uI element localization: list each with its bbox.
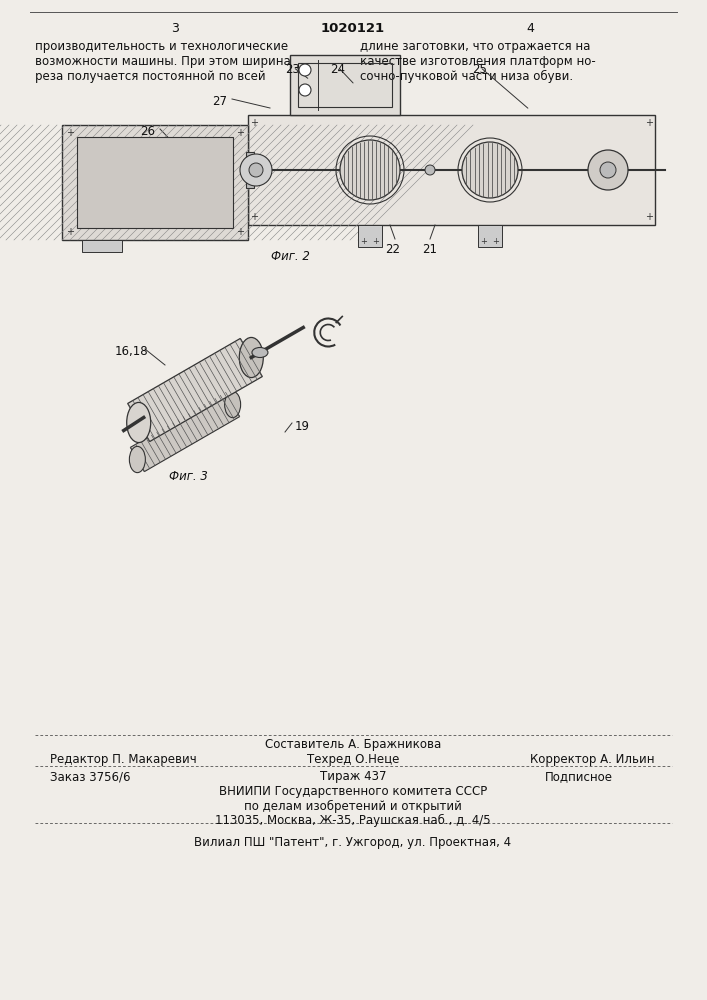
Bar (82, 240, 122, 252)
Circle shape (299, 64, 311, 76)
Polygon shape (128, 338, 262, 442)
Text: Корректор А. Ильин: Корректор А. Ильин (530, 753, 655, 766)
Text: 19: 19 (295, 420, 310, 433)
Text: +: + (361, 236, 368, 245)
Bar (358, 225, 382, 247)
Text: +: + (250, 118, 258, 128)
Bar (290, 55, 400, 115)
Text: Фиг. 2: Фиг. 2 (271, 250, 310, 263)
Bar (246, 152, 254, 188)
Ellipse shape (127, 402, 151, 443)
Text: +: + (645, 118, 653, 128)
Text: 25: 25 (472, 63, 487, 76)
Text: Фиг. 3: Фиг. 3 (168, 470, 207, 483)
Bar (248, 115, 655, 225)
Text: +: + (493, 236, 499, 245)
Text: 24: 24 (330, 63, 346, 76)
Text: 1020121: 1020121 (321, 22, 385, 35)
Circle shape (299, 84, 311, 96)
Text: 29: 29 (215, 400, 230, 413)
Bar (77, 137, 233, 228)
Text: 113035, Москва, Ж-35, Раушская наб., д. 4/5: 113035, Москва, Ж-35, Раушская наб., д. … (215, 814, 491, 827)
Circle shape (588, 150, 628, 190)
Circle shape (600, 162, 616, 178)
Bar (62, 125, 248, 240)
Text: +: + (373, 236, 380, 245)
Circle shape (462, 142, 518, 198)
Ellipse shape (225, 391, 240, 418)
Text: 21: 21 (423, 243, 438, 256)
Text: +: + (66, 128, 74, 138)
Circle shape (425, 165, 435, 175)
Circle shape (240, 154, 272, 186)
Text: 16,18: 16,18 (115, 345, 148, 358)
Ellipse shape (252, 348, 268, 358)
Text: 22: 22 (385, 243, 400, 256)
Circle shape (249, 163, 263, 177)
Text: длине заготовки, что отражается на: длине заготовки, что отражается на (360, 40, 590, 53)
Text: Составитель А. Бражникова: Составитель А. Бражникова (265, 738, 441, 751)
Ellipse shape (129, 446, 146, 473)
Text: +: + (236, 128, 244, 138)
Bar (298, 63, 392, 107)
Text: Тираж 437: Тираж 437 (320, 770, 386, 783)
Text: по делам изобретений и открытий: по делам изобретений и открытий (244, 800, 462, 813)
Text: 23: 23 (286, 63, 300, 76)
Text: сочно-пучковой части низа обуви.: сочно-пучковой части низа обуви. (360, 70, 573, 83)
Circle shape (340, 140, 400, 200)
Text: производительность и технологические: производительность и технологические (35, 40, 288, 53)
Text: +: + (250, 212, 258, 222)
Text: возможности машины. При этом ширина: возможности машины. При этом ширина (35, 55, 291, 68)
Text: Заказ 3756/6: Заказ 3756/6 (50, 770, 131, 783)
Text: 4: 4 (526, 22, 534, 35)
Text: Подписное: Подписное (545, 770, 613, 783)
Bar (478, 225, 502, 247)
Text: реза получается постоянной по всей: реза получается постоянной по всей (35, 70, 266, 83)
Text: Редактор П. Макаревич: Редактор П. Макаревич (50, 753, 197, 766)
Text: 28: 28 (135, 435, 150, 448)
Text: 26: 26 (141, 125, 156, 138)
Text: 27: 27 (213, 95, 228, 108)
Text: Техред О.Неце: Техред О.Неце (307, 753, 399, 766)
Text: ВНИИПИ Государственного комитета СССР: ВНИИПИ Государственного комитета СССР (219, 785, 487, 798)
Text: +: + (481, 236, 487, 245)
Text: +: + (236, 227, 244, 237)
Polygon shape (130, 392, 240, 472)
Text: +: + (66, 227, 74, 237)
Text: 3: 3 (171, 22, 179, 35)
Text: Вилиал ПШ "Патент", г. Ужгород, ул. Проектная, 4: Вилиал ПШ "Патент", г. Ужгород, ул. Прое… (194, 836, 512, 849)
Text: +: + (645, 212, 653, 222)
Ellipse shape (239, 337, 263, 378)
Text: качестве изготовления платформ но-: качестве изготовления платформ но- (360, 55, 596, 68)
